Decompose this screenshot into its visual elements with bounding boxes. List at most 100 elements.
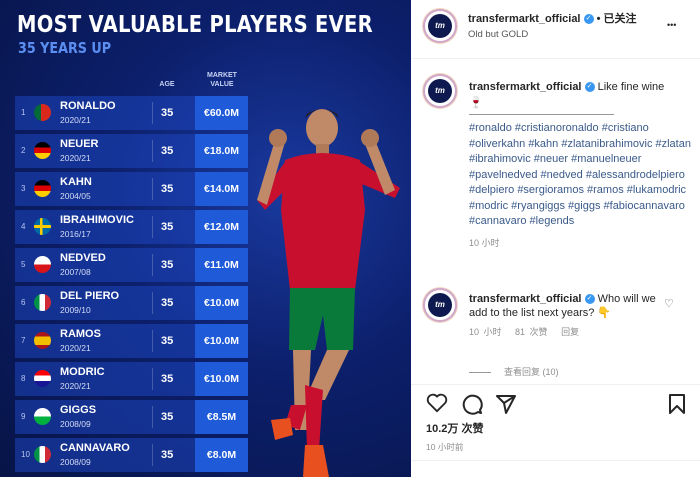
- croatia-flag-icon: [34, 370, 51, 387]
- age: 35: [161, 259, 174, 271]
- column-separator: [152, 216, 153, 238]
- actions-divider: [411, 384, 700, 385]
- verified-icon: ✓: [583, 14, 594, 25]
- username-link[interactable]: transfermarkt_official: [468, 13, 581, 25]
- rank: 7: [21, 336, 26, 345]
- comment-likes[interactable]: 81 次赞: [515, 327, 548, 337]
- germany-flag-icon: [34, 142, 51, 159]
- pointing-down-emoji: 👇: [597, 307, 612, 319]
- column-separator: [152, 140, 153, 162]
- player-name: RONALDO: [60, 100, 116, 112]
- post-panel: tm transfermarkt_official ✓ • 已关注 Old bu…: [411, 0, 700, 477]
- age: 35: [161, 221, 174, 233]
- market-value: €8.0M: [195, 438, 248, 472]
- comment-time: 10 小时: [469, 327, 502, 337]
- rank: 5: [21, 260, 26, 269]
- comment: transfermarkt_official ✓ Who will we add…: [469, 292, 661, 320]
- market-value: €14.0M: [195, 172, 248, 206]
- player-row: 10 CANNAVARO 2008/09 35 €8.0M: [15, 438, 248, 472]
- season: 2020/21: [60, 343, 91, 353]
- portugal-flag-icon: [34, 104, 51, 121]
- bottom-divider: [411, 460, 700, 461]
- market-value: €11.0M: [195, 248, 248, 282]
- tm-logo: tm: [428, 14, 452, 38]
- age: 35: [161, 373, 174, 385]
- caption-avatar[interactable]: tm: [423, 74, 457, 108]
- reply-button[interactable]: 回复: [561, 327, 580, 337]
- comment-username[interactable]: transfermarkt_official: [469, 293, 582, 305]
- location-label[interactable]: Old but GOLD: [468, 29, 529, 40]
- hashtags[interactable]: #ronaldo #cristianoronaldo #cristiano #o…: [469, 122, 691, 227]
- player-name: CANNAVARO: [60, 442, 130, 454]
- value-header: MARKET VALUE: [207, 72, 237, 88]
- italy-flag-icon: [34, 294, 51, 311]
- graphic-title: MOST VALUABLE PLAYERS EVER: [17, 12, 373, 38]
- spain-flag-icon: [34, 332, 51, 349]
- age: 35: [161, 107, 174, 119]
- caption-username[interactable]: transfermarkt_official: [469, 81, 582, 93]
- column-separator: [152, 406, 153, 428]
- player-row: 6 DEL PIERO 2009/10 35 €10.0M: [15, 286, 248, 320]
- comment-icon[interactable]: [461, 393, 483, 415]
- player-name: NEUER: [60, 138, 99, 150]
- column-separator: [152, 444, 153, 466]
- age: 35: [161, 183, 174, 195]
- market-value: €8.5M: [195, 400, 248, 434]
- comment-block: transfermarkt_official ✓ Who will we add…: [469, 292, 661, 338]
- more-options-icon[interactable]: •••: [667, 20, 677, 30]
- player-row: 9 GIGGS 2008/09 35 €8.5M: [15, 400, 248, 434]
- player-name: NEDVED: [60, 252, 106, 264]
- post-time: 10 小时前: [426, 442, 464, 452]
- column-separator: [152, 292, 153, 314]
- rank: 3: [21, 184, 26, 193]
- view-replies-button[interactable]: 查看回复 (10): [504, 367, 559, 377]
- caption: transfermarkt_official ✓ Like fine wine …: [469, 80, 691, 249]
- rank: 10: [21, 450, 30, 459]
- player-name: KAHN: [60, 176, 92, 188]
- player-name: MODRIC: [60, 366, 105, 378]
- rank: 2: [21, 146, 26, 155]
- verified-icon: ✓: [584, 82, 595, 93]
- market-value: €12.0M: [195, 210, 248, 244]
- caption-separator: [469, 114, 614, 115]
- czech-flag-icon: [34, 256, 51, 273]
- season: 2020/21: [60, 115, 91, 125]
- market-value: €10.0M: [195, 324, 248, 358]
- like-icon[interactable]: [426, 393, 448, 413]
- season: 2008/09: [60, 419, 91, 429]
- season: 2016/17: [60, 229, 91, 239]
- column-separator: [152, 102, 153, 124]
- verified-icon: ✓: [584, 294, 595, 305]
- player-row: 7 RAMOS 2020/21 35 €10.0M: [15, 324, 248, 358]
- share-icon[interactable]: [495, 393, 517, 415]
- save-bookmark-icon[interactable]: [668, 393, 686, 415]
- comment-like-icon[interactable]: ♡: [664, 298, 674, 310]
- age-header: AGE: [159, 81, 175, 88]
- column-separator: [152, 368, 153, 390]
- age: 35: [161, 411, 174, 423]
- post-avatar[interactable]: tm: [423, 9, 457, 43]
- header-divider: [411, 58, 700, 59]
- post-image: MOST VALUABLE PLAYERS EVER 35 YEARS UP A…: [0, 0, 411, 477]
- follow-status[interactable]: • 已关注: [596, 13, 637, 25]
- column-separator: [152, 254, 153, 276]
- comment-meta: 10 小时 81 次赞 回复: [469, 327, 661, 338]
- player-photo: [257, 109, 400, 477]
- tm-logo: tm: [428, 293, 452, 317]
- comment-avatar[interactable]: tm: [423, 288, 457, 322]
- player-name: DEL PIERO: [60, 290, 120, 302]
- season: 2004/05: [60, 191, 91, 201]
- age: 35: [161, 449, 174, 461]
- germany-flag-icon: [34, 180, 51, 197]
- sweden-flag-icon: [34, 218, 51, 235]
- player-row: 5 NEDVED 2007/08 35 €11.0M: [15, 248, 248, 282]
- likes-count[interactable]: 10.2万 次赞: [426, 423, 484, 435]
- column-separator: [152, 178, 153, 200]
- season: 2007/08: [60, 267, 91, 277]
- player-name: RAMOS: [60, 328, 101, 340]
- season: 2020/21: [60, 153, 91, 163]
- age: 35: [161, 335, 174, 347]
- rank: 1: [21, 108, 26, 117]
- age: 35: [161, 145, 174, 157]
- player-row: 4 IBRAHIMOVIC 2016/17 35 €12.0M: [15, 210, 248, 244]
